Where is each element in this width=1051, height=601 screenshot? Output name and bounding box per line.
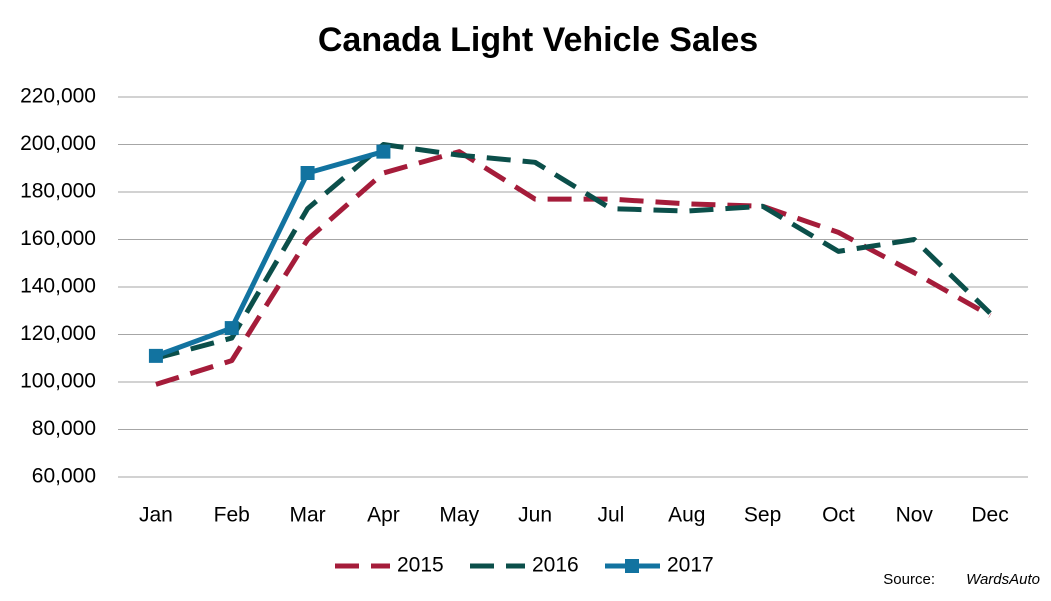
series-line — [155, 149, 992, 387]
y-tick-label: 180,000 — [20, 180, 96, 203]
x-tick-label: May — [439, 504, 479, 527]
y-tick-label: 100,000 — [20, 370, 96, 393]
x-tick-label: Jan — [139, 504, 173, 527]
x-tick-label: Jun — [518, 504, 552, 527]
legend-label: 2015 — [397, 554, 444, 577]
x-tick-label: Sep — [744, 504, 781, 527]
y-tick-label: 120,000 — [20, 322, 96, 345]
x-tick-label: Jul — [597, 504, 624, 527]
legend-marker — [625, 559, 639, 573]
point-marker — [224, 321, 239, 336]
source: WardsAuto — [966, 571, 1040, 588]
x-tick-label: Dec — [971, 504, 1008, 527]
x-tick-label: Feb — [214, 504, 250, 527]
point-marker — [376, 144, 391, 159]
legend-label: 2017 — [667, 554, 714, 577]
legend-label: 2016 — [532, 554, 579, 577]
x-tick-label: Nov — [896, 504, 934, 527]
point-marker — [300, 166, 315, 180]
y-tick-label: 160,000 — [20, 227, 96, 250]
y-tick-label: 220,000 — [20, 85, 96, 108]
y-tick-label: 60,000 — [32, 465, 96, 488]
y-tick-label: 80,000 — [32, 417, 96, 440]
y-tick-label: 200,000 — [20, 132, 96, 155]
x-tick-label: Oct — [822, 504, 855, 527]
x-tick-label: Apr — [367, 504, 400, 527]
source-label: Source: — [883, 571, 935, 588]
point-marker — [148, 348, 163, 363]
x-tick-label: Aug — [668, 504, 705, 527]
x-tick-label: Mar — [289, 504, 325, 527]
series-line — [155, 142, 992, 361]
chart-title: Canada Light Vehicle Sales — [318, 21, 758, 59]
series-line — [155, 149, 385, 359]
y-tick-label: 140,000 — [20, 275, 96, 298]
